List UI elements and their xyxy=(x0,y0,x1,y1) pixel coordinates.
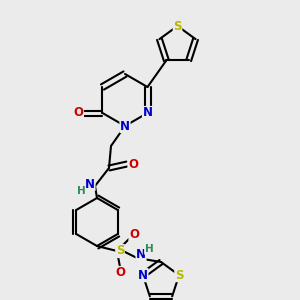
Text: O: O xyxy=(115,266,125,280)
Text: N: N xyxy=(120,119,130,133)
Text: N: N xyxy=(142,106,152,119)
Text: H: H xyxy=(145,244,153,254)
Text: O: O xyxy=(74,106,83,119)
Text: S: S xyxy=(116,244,124,257)
Text: H: H xyxy=(76,186,85,196)
Text: N: N xyxy=(138,268,148,282)
Text: N: N xyxy=(85,178,95,190)
Text: S: S xyxy=(175,268,183,282)
Text: O: O xyxy=(128,158,138,170)
Text: N: N xyxy=(136,248,146,262)
Text: S: S xyxy=(173,20,182,32)
Text: O: O xyxy=(129,229,139,242)
